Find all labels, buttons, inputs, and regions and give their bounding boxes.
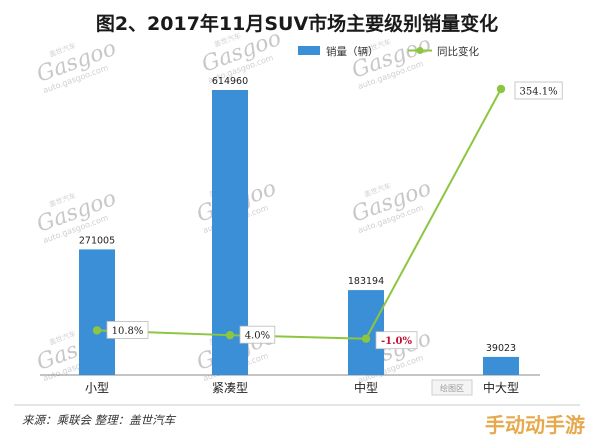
corner-watermark: 手动动手游 <box>485 413 585 437</box>
line-data-label: 4.0% <box>245 331 270 342</box>
bar-data-labels: 271005 614960 183194 39023 <box>79 76 516 354</box>
line-data-label-box <box>514 81 563 100</box>
line-point <box>361 334 371 343</box>
legend-bar-label: 销量（辆） <box>326 45 379 58</box>
line-point <box>225 330 235 340</box>
legend: 销量（辆） 同比变化 <box>298 45 479 58</box>
line-point <box>92 326 102 335</box>
x-tick-label: 小型 <box>85 381 109 395</box>
bar <box>79 249 115 375</box>
bar-data-label: 271005 <box>79 235 115 246</box>
line-data-label-box <box>239 325 276 344</box>
line-point <box>496 84 506 94</box>
line-data-label-box <box>106 321 149 339</box>
line-data-label: -1.0% <box>381 336 413 347</box>
x-tick-labels: 小型 紧凑型 中型 中大型 <box>85 380 519 395</box>
legend-line-label: 同比变化 <box>437 45 479 58</box>
line-data-labels: 10.8% 4.0% -1.0% 354.1% <box>106 81 563 350</box>
bar-data-label: 183194 <box>348 276 384 287</box>
source-note: 来源：乘联会 整理：盖世汽车 <box>22 413 177 427</box>
line-series <box>92 84 506 343</box>
x-tick-label: 中大型 <box>483 380 519 395</box>
plot-area-tag-text: 绘图区 <box>440 383 464 393</box>
line-data-label: 10.8% <box>112 326 144 337</box>
bar <box>483 356 519 375</box>
line-data-label-box <box>375 331 418 350</box>
x-tick-label: 中型 <box>354 380 378 395</box>
legend-line-marker <box>416 47 424 54</box>
bar-data-label: 614960 <box>212 76 248 87</box>
bar-data-label: 39023 <box>486 343 516 354</box>
plot-area-tag: 绘图区 <box>431 379 473 396</box>
yoy-line <box>96 88 502 340</box>
x-tick-label: 紧凑型 <box>212 381 248 395</box>
chart-title: 图2、2017年11月SUV市场主要级别销量变化 <box>96 12 498 35</box>
legend-bar-swatch <box>298 46 320 55</box>
line-data-label: 354.1% <box>520 87 558 98</box>
